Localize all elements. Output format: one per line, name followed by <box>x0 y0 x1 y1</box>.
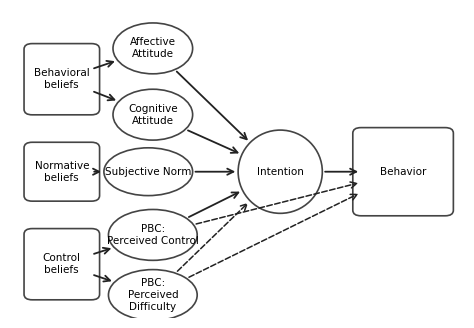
Ellipse shape <box>109 210 197 260</box>
Ellipse shape <box>113 23 192 74</box>
FancyBboxPatch shape <box>353 128 453 216</box>
Ellipse shape <box>104 148 192 195</box>
FancyBboxPatch shape <box>24 229 100 300</box>
FancyBboxPatch shape <box>24 44 100 115</box>
Text: Cognitive
Attitude: Cognitive Attitude <box>128 104 178 126</box>
Text: PBC:
Perceived
Difficulty: PBC: Perceived Difficulty <box>128 278 178 312</box>
Text: Behavioral
beliefs: Behavioral beliefs <box>34 68 90 90</box>
Text: Behavior: Behavior <box>380 167 426 177</box>
FancyBboxPatch shape <box>24 142 100 201</box>
Text: PBC:
Perceived Control: PBC: Perceived Control <box>107 224 199 246</box>
Text: Affective
Attitude: Affective Attitude <box>130 37 176 59</box>
Text: Normative
beliefs: Normative beliefs <box>35 161 89 183</box>
Ellipse shape <box>238 130 322 213</box>
Text: Control
beliefs: Control beliefs <box>43 253 81 275</box>
Ellipse shape <box>113 89 192 140</box>
Text: Subjective Norm: Subjective Norm <box>105 167 191 177</box>
Text: Intention: Intention <box>257 167 304 177</box>
Ellipse shape <box>109 270 197 320</box>
